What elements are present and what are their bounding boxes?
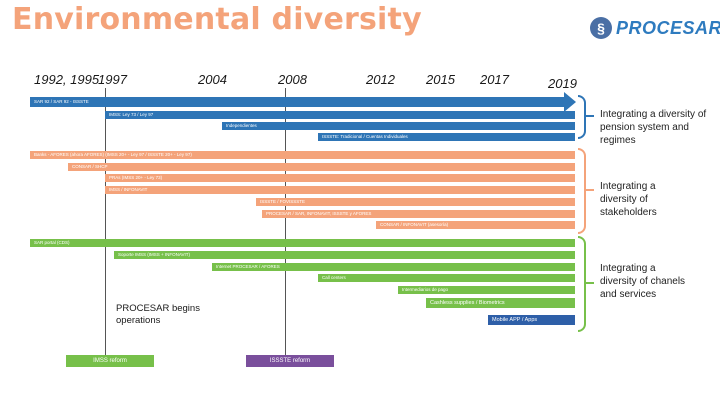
year-label: 2019 (548, 76, 577, 91)
timeline-arrowhead (564, 92, 576, 112)
channel-bar: Intermediarios de pago (398, 286, 575, 294)
stakeholder-bar: IMSS / INFONAVIT (105, 186, 575, 194)
stakeholders-label: Integrating a diversity of stakeholders (600, 181, 657, 218)
logo-text: PROCESAR (616, 17, 720, 38)
regime-bar: IMSS: Ley 73 / Ley 97 (105, 111, 575, 119)
regime-bar: Independientes (222, 122, 575, 130)
channels-bracket-tip (586, 282, 594, 284)
channel-bar: SAR portal (CDS) (30, 239, 575, 247)
timeline-arrow: SAR 92 / SAR 92 - ISSSTE (30, 97, 565, 107)
stakeholder-bar: PROCESAR / SAR, INFONAVIT, ISSSTE y AFOR… (262, 210, 575, 218)
regime-bar: ISSSTE: Tradicional / Cuentas Individual… (318, 133, 575, 141)
milestone-line-1997 (105, 88, 106, 356)
year-label: 2015 (426, 72, 455, 87)
stakeholder-bar: ISSSTE / FOVISSSTE (256, 198, 575, 206)
channel-bar: Mobile APP / Apps (488, 315, 575, 325)
stakeholder-bar: CONSAR / INFONAVIT (asesoría) (376, 221, 575, 229)
year-label: 1997 (98, 72, 127, 87)
channel-bar: Internet PROCESAR / AFORES (212, 263, 575, 271)
milestone-line-2008 (285, 88, 286, 356)
year-label: 2017 (480, 72, 509, 87)
channels-bracket (578, 236, 586, 332)
issste-reform-box: ISSSTE reform (246, 355, 334, 367)
stakeholders-bracket (578, 148, 586, 234)
stakeholders-bracket-tip (586, 189, 594, 191)
stakeholder-bar: CONSAR / SHCP (68, 163, 575, 171)
timeline-label: SAR 92 / SAR 92 - ISSSTE (34, 99, 89, 104)
regimes-label: Integrating a diversity of pension syste… (600, 109, 707, 146)
stakeholder-bar: PRAs (IMSS 20+ - Ley 73) (105, 174, 575, 182)
stakeholder-bar: Banks - AFORES (ahora AFORES) (IMSS 20+ … (30, 151, 575, 159)
regimes-bracket (578, 95, 586, 139)
milestone-note: PROCESAR begins operations (116, 303, 200, 326)
year-label: 2012 (366, 72, 395, 87)
channel-bar: Call centers (318, 274, 575, 282)
channels-label: Integrating a diversity of chanels and s… (600, 263, 686, 300)
year-label: 2008 (278, 72, 307, 87)
page-title: Environmental diversity (12, 2, 422, 37)
procesar-logo: § PROCESAR (590, 14, 720, 42)
imss-reform-box: IMSS reform (66, 355, 154, 367)
regimes-bracket-tip (586, 115, 594, 117)
year-label: 1992, 1995 (34, 72, 100, 87)
year-label: 2004 (198, 72, 227, 87)
logo-mark-icon: § (590, 17, 612, 39)
channel-bar: Soporte IMSS (IMSS + INFONAVIT) (114, 251, 575, 259)
channel-bar: Cashless supplies / Biometrics (426, 298, 575, 308)
